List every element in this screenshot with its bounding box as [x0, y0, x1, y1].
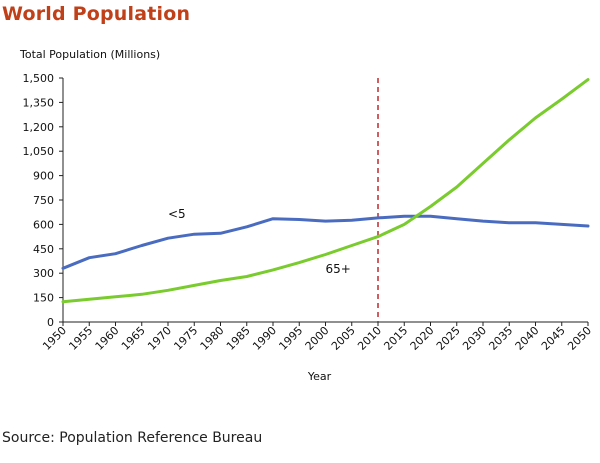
series-label-65-plus: 65+ — [326, 262, 351, 276]
series-line-65-plus — [61, 78, 590, 304]
x-tick-label: 1970 — [145, 324, 174, 353]
series-lines — [61, 78, 590, 304]
source-note: Source: Population Reference Bureau — [2, 430, 263, 446]
x-tick-label: 1995 — [276, 324, 305, 353]
y-axis-ticks: 0 150 300 450 600 750 900 1,050 1,200 1,350 1,500 — [23, 72, 63, 329]
x-tick-label: 2020 — [408, 324, 437, 353]
x-tick-label: 2010 — [355, 324, 384, 353]
y-tick-label: 1,350 — [23, 96, 55, 109]
x-tick-label: 1950 — [40, 324, 69, 353]
y-tick-label: 1,500 — [23, 72, 55, 85]
y-tick-label: 0 — [47, 316, 54, 329]
y-tick-label: 150 — [33, 292, 54, 305]
x-tick-label: 2035 — [486, 324, 515, 353]
x-tick-label: 1975 — [171, 324, 200, 353]
y-axis-title: Total Population (Millions) — [19, 48, 160, 61]
y-tick-label: 1,050 — [23, 145, 55, 158]
y-tick-label: 600 — [33, 218, 54, 231]
x-tick-label: 2040 — [513, 324, 542, 353]
x-tick-label: 2045 — [539, 324, 568, 353]
x-tick-label: 2025 — [434, 324, 463, 353]
series-label-under-5: <5 — [168, 207, 186, 221]
series-line-under-5 — [61, 214, 590, 270]
chart-title: World Population — [2, 3, 191, 25]
x-tick-label: 1990 — [250, 324, 279, 353]
y-tick-label: 750 — [33, 194, 54, 207]
x-tick-label: 1980 — [198, 324, 227, 353]
x-tick-label: 1960 — [93, 324, 122, 353]
x-tick-label: 2005 — [329, 324, 358, 353]
x-tick-label: 2015 — [381, 324, 410, 353]
x-tick-label: 1985 — [224, 324, 253, 353]
y-tick-label: 900 — [33, 170, 54, 183]
x-axis-title: Year — [307, 370, 332, 383]
y-tick-label: 1,200 — [23, 121, 55, 134]
y-tick-label: 300 — [33, 267, 54, 280]
x-tick-label: 2050 — [565, 324, 594, 353]
x-tick-label: 2030 — [460, 324, 489, 353]
x-tick-label: 2000 — [303, 324, 332, 353]
x-axis-ticks: 1950195519601965197019751980198519901995… — [40, 322, 594, 353]
y-tick-label: 450 — [33, 243, 54, 256]
x-tick-label: 1965 — [119, 324, 148, 353]
x-tick-label: 1955 — [66, 324, 95, 353]
